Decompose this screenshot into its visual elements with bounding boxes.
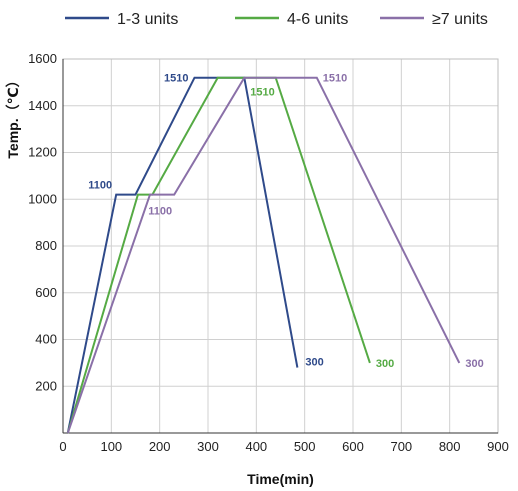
x-axis-title: Time(min) [247,471,314,487]
x-tick-label: 300 [197,439,219,454]
data-label: 1510 [250,87,274,99]
data-label: 1100 [88,180,112,192]
data-label: 300 [376,358,394,370]
y-tick-label: 800 [35,238,57,253]
data-label: 300 [465,358,483,370]
series-line-3 [66,76,461,434]
y-axis-title: Temp.（℃） [5,73,21,158]
series-line-2 [66,76,371,434]
x-tick-label: 700 [390,439,412,454]
legend-item-2: 4-6 units [235,11,348,28]
legend-label: 4-6 units [287,11,348,28]
x-tick-label: 800 [439,439,461,454]
legend-label: 1-3 units [117,11,178,28]
x-tick-label: 0 [59,439,66,454]
y-tick-label: 1400 [28,98,57,113]
chart-axes [62,59,498,434]
x-tick-label: 900 [487,439,509,454]
x-tick-label: 600 [342,439,364,454]
x-tick-label: 400 [245,439,267,454]
data-labels: 1510 1100 300 1510 300 1510 1100 300 [88,73,483,370]
x-tick-label: 100 [100,439,122,454]
x-tick-label: 200 [149,439,171,454]
data-label: 1510 [323,73,347,85]
legend-label: ≥7 units [432,11,488,28]
y-tick-label: 600 [35,285,57,300]
chart-grid [63,58,499,433]
tick-labels: 0 100 200 300 400 500 600 700 800 900 200 400 600 800… [28,51,509,454]
data-label: 300 [305,357,323,369]
legend-item-3: ≥7 units [380,11,488,28]
data-label: 1100 [148,206,172,218]
legend-item-1: 1-3 units [65,11,178,28]
chart-series [66,76,461,434]
y-tick-label: 200 [35,378,57,393]
y-tick-label: 400 [35,332,57,347]
y-tick-label: 1200 [28,145,57,160]
data-label: 1510 [164,73,188,85]
x-tick-label: 500 [294,439,316,454]
y-tick-label: 1600 [28,51,57,66]
series-line-1 [66,76,299,434]
y-tick-label: 1000 [28,191,57,206]
chart-legend: 1-3 units 4-6 units ≥7 units [65,11,488,28]
